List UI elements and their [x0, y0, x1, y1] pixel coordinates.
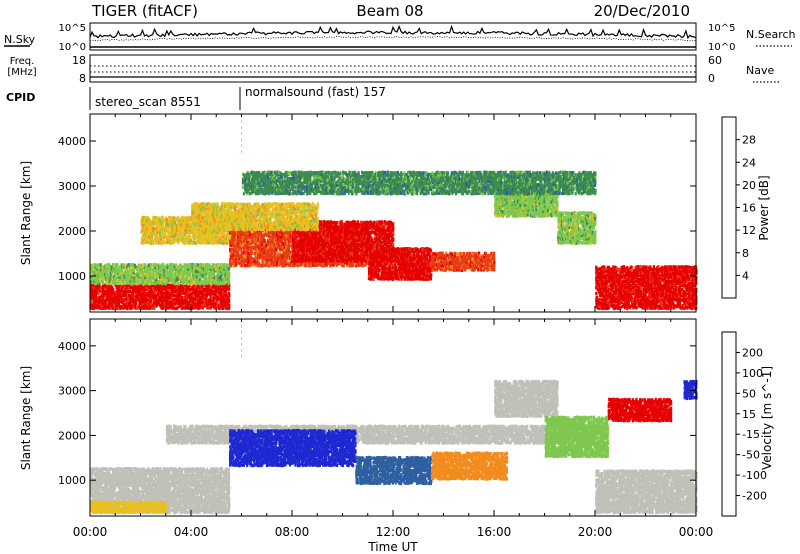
- freq-label-line1: Freq.: [10, 56, 35, 67]
- power-ylabel: Slant Range [km]: [19, 161, 33, 265]
- cpid-segment-1: stereo_scan 8551: [95, 95, 201, 109]
- power-colorbar: 4 8 12 16 20 24 28: [722, 117, 756, 298]
- date-label: 20/Dec/2010: [594, 2, 690, 20]
- velocity-scatter-band: [90, 501, 167, 515]
- power-colorbar-tick-label: 20: [742, 179, 756, 192]
- nsearch-trace: [90, 36, 696, 41]
- power-scatter-band: [242, 171, 597, 196]
- time-axis-tick-label: 00:00: [73, 525, 108, 539]
- nave-tick-top: 60: [708, 54, 722, 67]
- power-scatter-band: [368, 247, 433, 281]
- velocity-scatter-band: [545, 416, 610, 459]
- velocity-colorbar-tick-label: -200: [742, 490, 767, 503]
- noise-tick-right-top: 10^5: [708, 23, 735, 34]
- velocity-scatter-band: [595, 469, 698, 514]
- velocity-scatter-band: [494, 380, 559, 418]
- velocity-colorbar-tick-label: 15: [742, 408, 756, 421]
- freq-tick-bottom: 8: [79, 72, 86, 85]
- power-scatter-band: [90, 263, 231, 286]
- power-ytick-label: 3000: [58, 180, 86, 193]
- velocity-colorbar-tick-label: -15: [742, 428, 760, 441]
- time-axis-label: Time UT: [367, 540, 418, 554]
- velocity-ylabel: Slant Range [km]: [19, 366, 33, 470]
- power-scatter-band: [431, 252, 496, 273]
- power-ytick-label: 2000: [58, 225, 86, 238]
- power-colorbar-tick-label: 24: [742, 156, 756, 169]
- velocity-colorbar-tick-label: 200: [742, 346, 763, 359]
- velocity-colorbar-tick-label: -50: [742, 449, 760, 462]
- velocity-colorbar-label: Velocity [m s^-1]: [760, 366, 774, 470]
- power-colorbar-tick-label: 28: [742, 134, 756, 147]
- power-scatter-band: [191, 202, 319, 232]
- velocity-scatter-band: [431, 451, 508, 480]
- beam-label: Beam 08: [356, 2, 423, 20]
- nsearch-label: N.Search: [746, 28, 796, 41]
- cpid-label: CPID: [6, 91, 35, 104]
- power-scatter-band: [557, 211, 596, 245]
- nsky-trace: [90, 27, 696, 38]
- power-colorbar-tick-label: 16: [742, 202, 756, 215]
- nave-tick-bottom: 0: [708, 72, 715, 85]
- time-axis-tick-label: 20:00: [578, 525, 613, 539]
- power-heatmap: [90, 171, 698, 311]
- power-colorbar-label: Power [dB]: [757, 175, 771, 240]
- time-axis-tick-label: 12:00: [376, 525, 411, 539]
- power-ytick-label: 1000: [58, 270, 86, 283]
- noise-tick-right-bottom: 10^0: [708, 42, 735, 53]
- velocity-ytick-label: 1000: [58, 474, 86, 487]
- time-axis-tick-label: 08:00: [275, 525, 310, 539]
- cpid-segment-2: normalsound (fast) 157: [245, 85, 386, 99]
- velocity-ytick-label: 3000: [58, 385, 86, 398]
- velocity-ytick-label: 2000: [58, 429, 86, 442]
- freq-traces: [90, 66, 696, 77]
- time-axis-tick-label: 16:00: [477, 525, 512, 539]
- power-colorbar-tick-label: 8: [742, 247, 749, 260]
- power-scatter-band: [90, 283, 230, 310]
- power-ytick-label: 4000: [58, 135, 86, 148]
- power-colorbar-tick-label: 4: [742, 269, 749, 282]
- time-axis-tick-label: 00:00: [679, 525, 714, 539]
- time-axis-tick-label: 04:00: [174, 525, 209, 539]
- velocity-ytick-label: 4000: [58, 340, 86, 353]
- velocity-scatter-band: [683, 380, 697, 400]
- radar-title: TIGER (fitACF): [91, 2, 198, 20]
- noise-tick-left-top: 10^5: [59, 23, 86, 34]
- velocity-scatter-band: [229, 429, 357, 467]
- nsky-label: N.Sky: [4, 33, 36, 46]
- power-scatter-band: [595, 265, 698, 310]
- noise-tick-left-bottom: 10^0: [59, 42, 86, 53]
- velocity-colorbar-tick-label: -100: [742, 469, 767, 482]
- nave-label: Nave: [746, 64, 774, 77]
- noise-traces: [90, 27, 696, 48]
- velocity-scatter-band: [355, 456, 432, 485]
- velocity-colorbar-tick-label: 50: [742, 387, 756, 400]
- freq-label-line2: [MHz]: [7, 67, 36, 78]
- radar-summary-plot: TIGER (fitACF) Beam 08 20/Dec/2010 N.Sky…: [0, 0, 800, 554]
- power-colorbar-tick-label: 12: [742, 224, 756, 237]
- freq-panel-frame: [90, 55, 696, 82]
- freq-tick-top: 18: [72, 54, 86, 67]
- time-axis-ticklabels: 00:00 04:00 08:00 12:00 16:00 20:00 00:00: [73, 525, 714, 539]
- velocity-scatter-band: [608, 398, 673, 423]
- velocity-heatmap: [90, 380, 698, 515]
